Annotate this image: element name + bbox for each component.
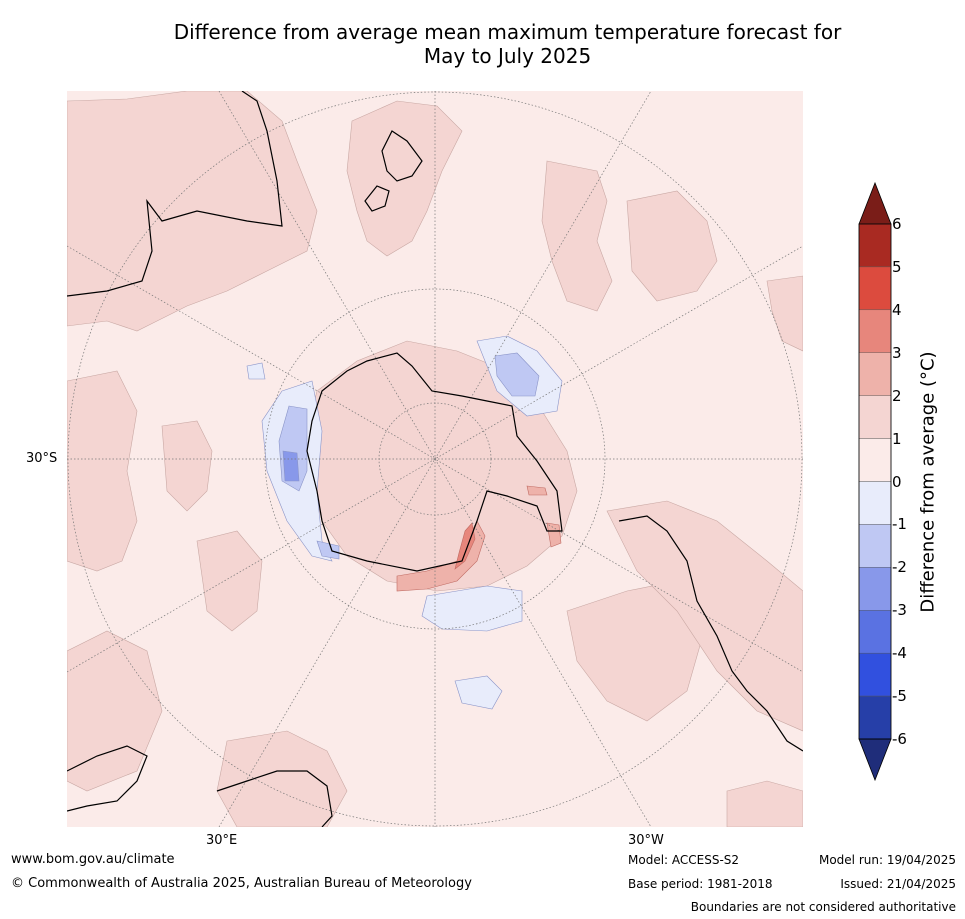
colorbar-tick-label: 2	[892, 386, 902, 405]
base-period: Base period: 1981-2018	[628, 877, 773, 891]
latitude-label-30s: 30°S	[26, 451, 58, 466]
graticule	[67, 91, 803, 827]
colorbar	[858, 181, 892, 782]
warm-region-atlantic-south	[726, 780, 803, 827]
warm-anomaly-regions	[67, 91, 803, 827]
cool-anomaly-regions	[246, 335, 563, 710]
colorbar-segment	[858, 309, 892, 353]
colorbar-under-triangle	[858, 738, 892, 782]
colorbar-segment	[858, 266, 892, 311]
warm-region-south-atlantic	[566, 580, 708, 722]
warm-region-atlantic-east	[766, 275, 803, 352]
colorbar-tick-label: 6	[892, 215, 902, 233]
warm-region-south-pacific	[626, 190, 718, 302]
title-line-1: Difference from average mean maximum tem…	[173, 20, 842, 44]
australia-coastline	[67, 91, 283, 297]
cool-region-south-atlantic	[454, 675, 503, 710]
colorbar-tick-label: -2	[892, 558, 907, 577]
warm-spot-weddell	[454, 522, 476, 570]
colorbar-segment	[858, 695, 892, 740]
antarctica-coastline	[306, 352, 563, 572]
colorbar-tick-label: -1	[892, 515, 907, 534]
cool-region-weddell	[421, 585, 523, 632]
madagascar-coastline	[216, 770, 333, 827]
colorbar-over-triangle	[858, 181, 892, 225]
cool-spot-east-antarctic	[282, 450, 300, 482]
forecast-map	[67, 91, 803, 827]
warm-region-australia	[67, 91, 318, 332]
colorbar-tick-label: -6	[892, 730, 907, 748]
colorbar-segment	[858, 567, 892, 611]
colorbar-tick-label: 3	[892, 343, 902, 362]
website-link[interactable]: www.bom.gov.au/climate	[11, 852, 175, 867]
colorbar-tick-label: -3	[892, 601, 907, 620]
colorbar-segment	[858, 652, 892, 697]
model-name: Model: ACCESS-S2	[628, 853, 740, 867]
coastlines	[67, 91, 803, 827]
colorbar-segment	[858, 610, 892, 654]
meridian-150	[218, 91, 652, 827]
copyright-text: © Commonwealth of Australia 2025, Austra…	[11, 876, 472, 891]
longitude-label-30w: 30°W	[628, 833, 664, 848]
warm-spot-drake	[526, 485, 548, 496]
colorbar-tick-label: 0	[892, 472, 902, 491]
colorbar-segment	[858, 438, 892, 482]
south-america-coastline	[618, 515, 803, 752]
new-zealand-north	[381, 130, 423, 182]
colorbar-tick-label: -5	[892, 687, 907, 706]
colorbar-tick-label: 1	[892, 429, 902, 448]
colorbar-tick-label: -4	[892, 644, 907, 663]
warm-region-indian-ocean	[67, 370, 138, 572]
issued-date: Issued: 21/04/2025	[840, 877, 956, 891]
colorbar-label: Difference from average (°C)	[917, 351, 939, 613]
chart-title: Difference from average mean maximum tem…	[100, 20, 915, 68]
warm-region-east-pacific	[541, 160, 613, 312]
colorbar-segment	[858, 524, 892, 568]
cool-region-amundsen	[246, 362, 266, 380]
cool-region-indian-coast	[316, 540, 340, 560]
colorbar-tick-label: 4	[892, 300, 902, 319]
colorbar-frame	[858, 223, 892, 740]
model-run-date: Model run: 19/04/2025	[818, 853, 956, 867]
warm-region-south-indian	[196, 530, 263, 632]
cool-core-ross-sea	[494, 352, 540, 397]
colorbar-segments	[858, 223, 892, 740]
colorbar-segment	[858, 481, 892, 525]
latitude-circle-60s	[264, 288, 606, 630]
warm-spot-peninsula	[546, 522, 562, 548]
warm-region-madagascar-east	[216, 730, 348, 827]
strong-warm-anomaly	[396, 485, 562, 592]
colorbar-tick-label: 5	[892, 257, 902, 276]
meridian-30	[218, 91, 652, 827]
africa-coastline	[67, 745, 148, 812]
boundary-disclaimer: Boundaries are not considered authoritat…	[690, 900, 956, 914]
title-line-2: May to July 2025	[423, 44, 592, 68]
colorbar-segment	[858, 352, 892, 396]
new-zealand-south	[364, 185, 390, 212]
colorbar-segment	[858, 395, 892, 439]
longitude-label-30e: 30°E	[206, 833, 238, 848]
warm-region-mid-indian	[161, 420, 213, 512]
colorbar-segment	[858, 223, 892, 268]
